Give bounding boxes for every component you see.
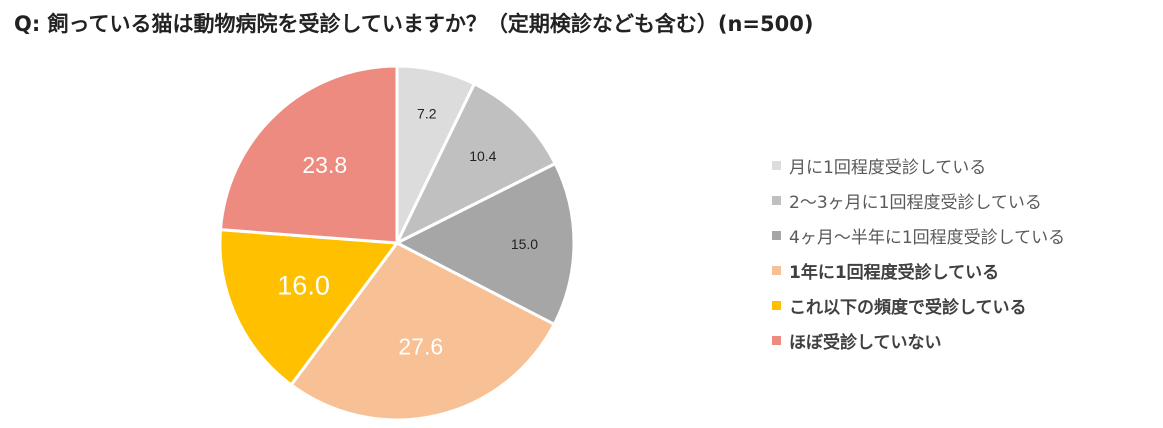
legend-marker — [772, 161, 781, 170]
legend-marker — [772, 266, 781, 275]
legend-label: これ以下の頻度で受診している — [789, 298, 1027, 318]
data-label: 23.8 — [302, 152, 347, 178]
data-label: 16.0 — [277, 271, 330, 301]
legend-marker — [772, 301, 781, 310]
legend-item: 4ヶ月〜半年に1回程度受診している — [772, 218, 1065, 253]
legend-item: 月に1回程度受診している — [772, 148, 1065, 183]
data-label: 15.0 — [511, 236, 538, 252]
legend-marker — [772, 231, 781, 240]
chart-title: Q: 飼っている猫は動物病院を受診していますか？（定期検診なども含む）(n=50… — [14, 12, 814, 36]
legend-label: 4ヶ月〜半年に1回程度受診している — [789, 228, 1066, 248]
legend-marker — [772, 336, 781, 345]
legend-marker — [772, 196, 781, 205]
legend-label: 2〜3ヶ月に1回程度受診している — [789, 193, 1042, 213]
data-label: 27.6 — [398, 333, 443, 359]
legend: 月に1回程度受診している 2〜3ヶ月に1回程度受診している 4ヶ月〜半年に1回程度受… — [772, 148, 1065, 358]
legend-label: ほぼ受診していない — [789, 333, 942, 353]
pie-slice — [219, 64, 399, 245]
pie-slice — [395, 82, 557, 245]
data-label: 7.2 — [417, 106, 437, 122]
legend-item: ほぼ受診していない — [772, 323, 1065, 358]
pie-slice — [218, 228, 399, 387]
pie-slice — [289, 241, 556, 422]
pie-slice — [395, 162, 576, 326]
legend-item: 1年に1回程度受診している — [772, 253, 1065, 288]
legend-item: 2〜3ヶ月に1回程度受診している — [772, 183, 1065, 218]
legend-label: 月に1回程度受診している — [789, 158, 987, 178]
legend-label: 1年に1回程度受診している — [789, 263, 1000, 283]
data-label: 10.4 — [469, 148, 496, 164]
legend-item: これ以下の頻度で受診している — [772, 288, 1065, 323]
